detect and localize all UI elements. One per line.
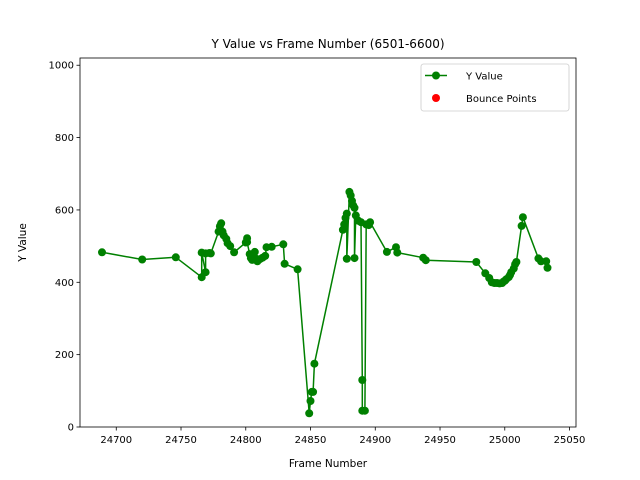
legend: Y Value Bounce Points — [420, 63, 570, 112]
x-tick-label: 24900 — [359, 435, 391, 446]
data-point — [305, 409, 314, 418]
data-point — [201, 268, 210, 277]
data-point — [279, 240, 288, 249]
data-point — [267, 242, 276, 251]
data-point — [261, 251, 270, 260]
y-axis-label: Y Value — [17, 223, 29, 263]
x-tick-label: 24700 — [100, 435, 132, 446]
x-tick-label: 24800 — [230, 435, 262, 446]
data-point — [226, 242, 235, 251]
x-tick-label: 24850 — [295, 435, 327, 446]
data-point — [250, 247, 259, 256]
data-point — [98, 248, 106, 257]
y-tick-label: 800 — [55, 133, 74, 144]
legend-label-y-value: Y Value — [465, 72, 503, 83]
ticks: 24700 24750 24800 24850 24900 24950 25000 25050… — [49, 61, 586, 446]
chart-title: Y Value vs Frame Number (6501-6600) — [210, 37, 444, 51]
x-tick-label: 24750 — [165, 435, 197, 446]
axes-frame — [79, 57, 577, 428]
data-point — [243, 238, 252, 247]
data-point — [217, 219, 226, 228]
plot-area — [98, 187, 552, 418]
data-point — [230, 248, 239, 257]
data-point — [543, 263, 552, 272]
data-point — [293, 265, 302, 274]
data-point — [358, 376, 367, 384]
data-point — [518, 213, 527, 222]
data-point — [206, 249, 215, 258]
data-point — [342, 254, 351, 263]
data-point — [342, 209, 351, 218]
data-point — [350, 254, 359, 263]
data-point — [517, 221, 526, 230]
data-point — [340, 220, 349, 229]
data-point — [542, 257, 551, 266]
data-point — [309, 387, 318, 396]
y-tick-label: 0 — [68, 423, 74, 434]
data-point — [350, 203, 359, 212]
legend-box — [420, 63, 570, 112]
y-tick-label: 200 — [55, 350, 74, 361]
x-axis-label: Frame Number — [289, 458, 368, 470]
y-tick-label: 1000 — [49, 61, 74, 72]
data-point — [306, 397, 315, 405]
legend-series-y-value-marker — [432, 71, 440, 80]
x-tick-label: 25050 — [554, 435, 586, 446]
legend-label-bounce-points: Bounce Points — [466, 94, 537, 105]
y-tick-label: 600 — [55, 205, 74, 216]
data-point — [366, 218, 375, 227]
data-point — [421, 256, 430, 265]
x-tick-label: 25000 — [489, 435, 521, 446]
y-tick-label: 400 — [55, 278, 74, 289]
data-point — [393, 248, 402, 257]
data-point — [472, 258, 481, 266]
legend-series-bounce-points-marker — [432, 94, 440, 102]
x-tick-label: 24950 — [424, 435, 456, 446]
data-point — [171, 253, 180, 262]
data-point — [360, 406, 369, 415]
data-point — [310, 359, 319, 368]
data-point — [280, 259, 289, 268]
data-point — [138, 255, 147, 264]
data-point — [512, 258, 521, 266]
data-point — [382, 247, 391, 256]
